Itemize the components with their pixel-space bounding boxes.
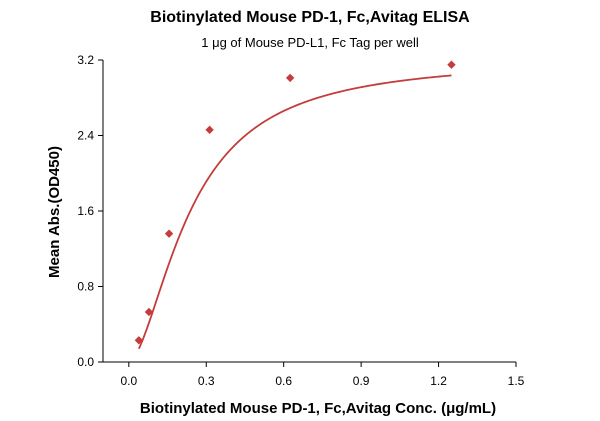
x-axis-ticks: 0.0 0.3 0.6 0.9 1.2 1.5 [120,362,525,388]
x-tick-label: 1.2 [430,374,447,388]
y-tick-label: 0.0 [77,355,94,369]
chart-title: Biotinylated Mouse PD-1, Fc,Avitag ELISA [150,9,470,26]
y-axis-label: Mean Abs.(OD450) [46,146,63,278]
x-tick-label: 1.5 [508,374,525,388]
y-tick-label: 2.4 [77,129,94,143]
x-tick-label: 0.6 [275,374,292,388]
fit-curve [138,74,452,350]
chart-subtitle: 1 μg of Mouse PD-L1, Fc Tag per well [201,35,419,50]
x-tick-label: 0.9 [353,374,370,388]
data-point-diamond [205,125,214,135]
plot-axes [102,60,516,363]
data-point-diamond [164,229,174,238]
data-point-diamond [285,73,295,83]
y-tick-label: 1.6 [77,204,94,218]
x-tick-label: 0.0 [120,374,137,388]
y-tick-label: 3.2 [77,53,94,67]
x-axis-label: Biotinylated Mouse PD-1, Fc,Avitag Conc.… [140,400,496,417]
data-point-diamond [447,60,456,69]
y-tick-label: 0.8 [77,280,94,294]
data-point-diamond [144,307,154,317]
y-axis-ticks: 0.0 0.8 1.6 2.4 3.2 [77,53,103,369]
data-point-diamond [134,336,144,345]
data-points [134,60,456,345]
x-tick-label: 0.3 [198,374,215,388]
